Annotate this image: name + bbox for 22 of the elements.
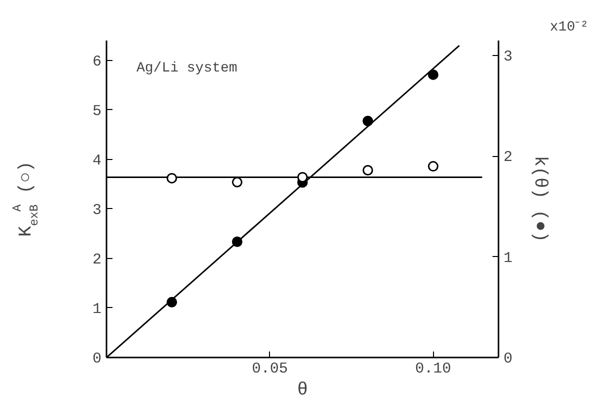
y2-tick-label: 2 xyxy=(504,149,513,166)
x-tick-label: 0.05 xyxy=(252,360,288,378)
y-tick-label: 6 xyxy=(92,53,102,70)
y2-tick-label: 1 xyxy=(504,250,513,267)
point xyxy=(362,116,374,126)
y2-tick-label: 3 xyxy=(504,48,513,66)
y-tick-label: 1 xyxy=(92,300,102,318)
y-tick-label: 3 xyxy=(92,202,102,219)
point xyxy=(166,296,178,308)
text: x10⁻² xyxy=(550,20,589,36)
y-axis-title: KexAB (○) xyxy=(10,161,42,237)
y-tick-label: 5 xyxy=(92,102,102,120)
x-tick-label: 0.10 xyxy=(415,360,452,378)
y2-tick-label: 0 xyxy=(504,350,513,368)
y-tick-label: 4 xyxy=(92,152,102,170)
point xyxy=(232,236,242,248)
y-tick-label: 2 xyxy=(92,251,102,268)
annotation: Ag/Li system xyxy=(136,60,238,76)
y2-axis-title: k(θ) (●) xyxy=(530,156,550,242)
point xyxy=(428,69,438,80)
x-axis-title: θ xyxy=(297,380,308,400)
y-tick-label: 0 xyxy=(92,350,102,368)
